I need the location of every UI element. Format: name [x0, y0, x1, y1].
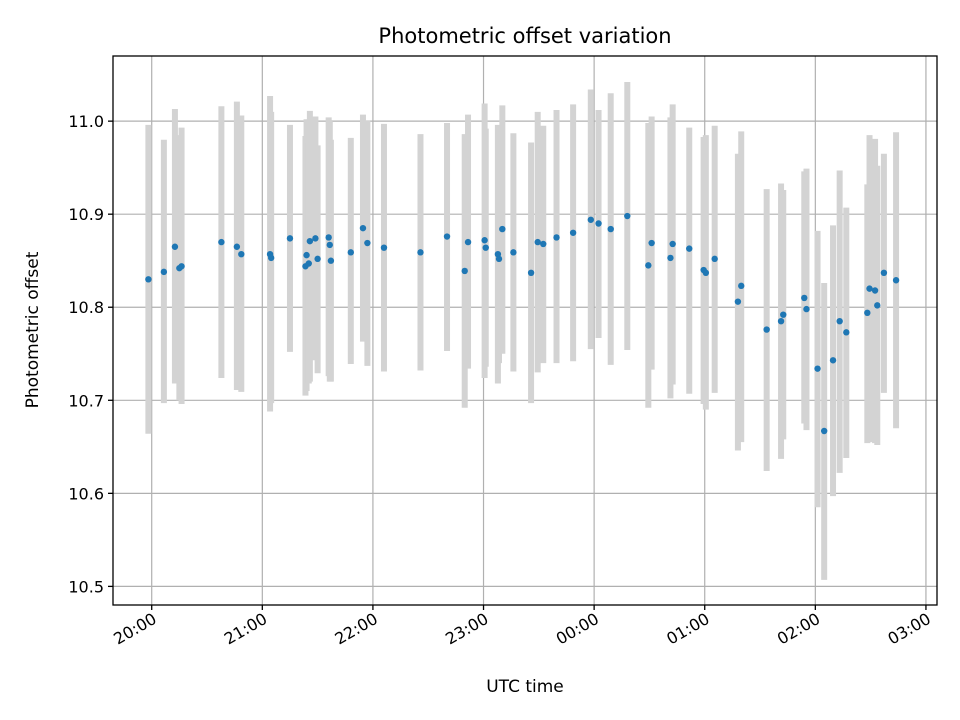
- y-axis-label: Photometric offset: [23, 251, 43, 408]
- data-point: [553, 234, 560, 241]
- data-point: [540, 240, 547, 248]
- data-point: [874, 302, 881, 309]
- x-axis-label: UTC time: [486, 677, 564, 697]
- data-point: [667, 254, 674, 262]
- data-point: [347, 249, 354, 256]
- y-tick-label: 10.9: [68, 205, 104, 224]
- data-point: [495, 255, 503, 263]
- data-point: [836, 317, 843, 325]
- data-point: [777, 317, 785, 325]
- data-point: [359, 224, 367, 232]
- data-point: [443, 233, 451, 240]
- data-point: [763, 326, 770, 333]
- data-point: [569, 229, 577, 236]
- data-point: [880, 269, 888, 277]
- data-point: [843, 329, 850, 336]
- data-point: [738, 282, 745, 290]
- data-point: [607, 225, 614, 233]
- data-point: [801, 294, 808, 302]
- chart-title: Photometric offset variation: [378, 24, 671, 48]
- data-point: [326, 241, 333, 249]
- y-tick-label: 10.7: [68, 391, 104, 410]
- data-point: [527, 269, 535, 277]
- data-point: [286, 235, 294, 242]
- data-point: [645, 262, 652, 269]
- data-point: [417, 249, 424, 256]
- data-point: [312, 235, 319, 242]
- data-point: [734, 298, 742, 305]
- data-point: [160, 268, 168, 276]
- data-point: [648, 239, 655, 247]
- data-point: [306, 237, 314, 245]
- data-point: [218, 238, 225, 246]
- data-point: [364, 239, 371, 247]
- y-tick-label: 10.6: [68, 484, 104, 503]
- data-point: [145, 276, 152, 283]
- data-point: [780, 311, 787, 318]
- data-point: [510, 249, 517, 256]
- data-point: [829, 357, 837, 364]
- plot-frame: [112, 55, 938, 606]
- y-tick-label: 10.8: [68, 298, 104, 317]
- point-layer: [145, 212, 900, 435]
- data-point: [892, 277, 900, 284]
- data-point: [702, 269, 710, 277]
- data-point: [669, 240, 676, 248]
- data-point: [238, 250, 245, 258]
- data-point: [461, 267, 468, 275]
- data-point: [314, 255, 321, 263]
- data-point: [267, 254, 275, 262]
- data-point: [233, 243, 241, 250]
- y-tick-label: 10.5: [68, 577, 104, 596]
- data-point: [171, 243, 179, 250]
- data-point: [305, 260, 312, 267]
- data-point: [814, 365, 821, 372]
- data-point: [595, 220, 602, 227]
- data-point: [864, 309, 871, 317]
- data-point: [482, 244, 489, 251]
- data-point: [534, 238, 541, 246]
- y-tick-label: 11.0: [68, 112, 104, 131]
- data-point: [327, 257, 335, 264]
- data-point: [587, 216, 595, 223]
- data-point: [871, 287, 879, 294]
- data-point: [499, 225, 506, 233]
- data-point: [711, 255, 718, 263]
- data-point: [803, 305, 810, 313]
- data-point: [481, 237, 488, 244]
- data-point: [686, 245, 693, 252]
- data-point: [303, 251, 310, 259]
- data-point: [820, 427, 828, 435]
- data-point: [866, 285, 873, 292]
- data-point: [380, 244, 388, 251]
- data-point: [464, 238, 472, 246]
- data-point: [624, 212, 631, 220]
- data-point: [178, 263, 185, 270]
- data-point: [325, 234, 332, 241]
